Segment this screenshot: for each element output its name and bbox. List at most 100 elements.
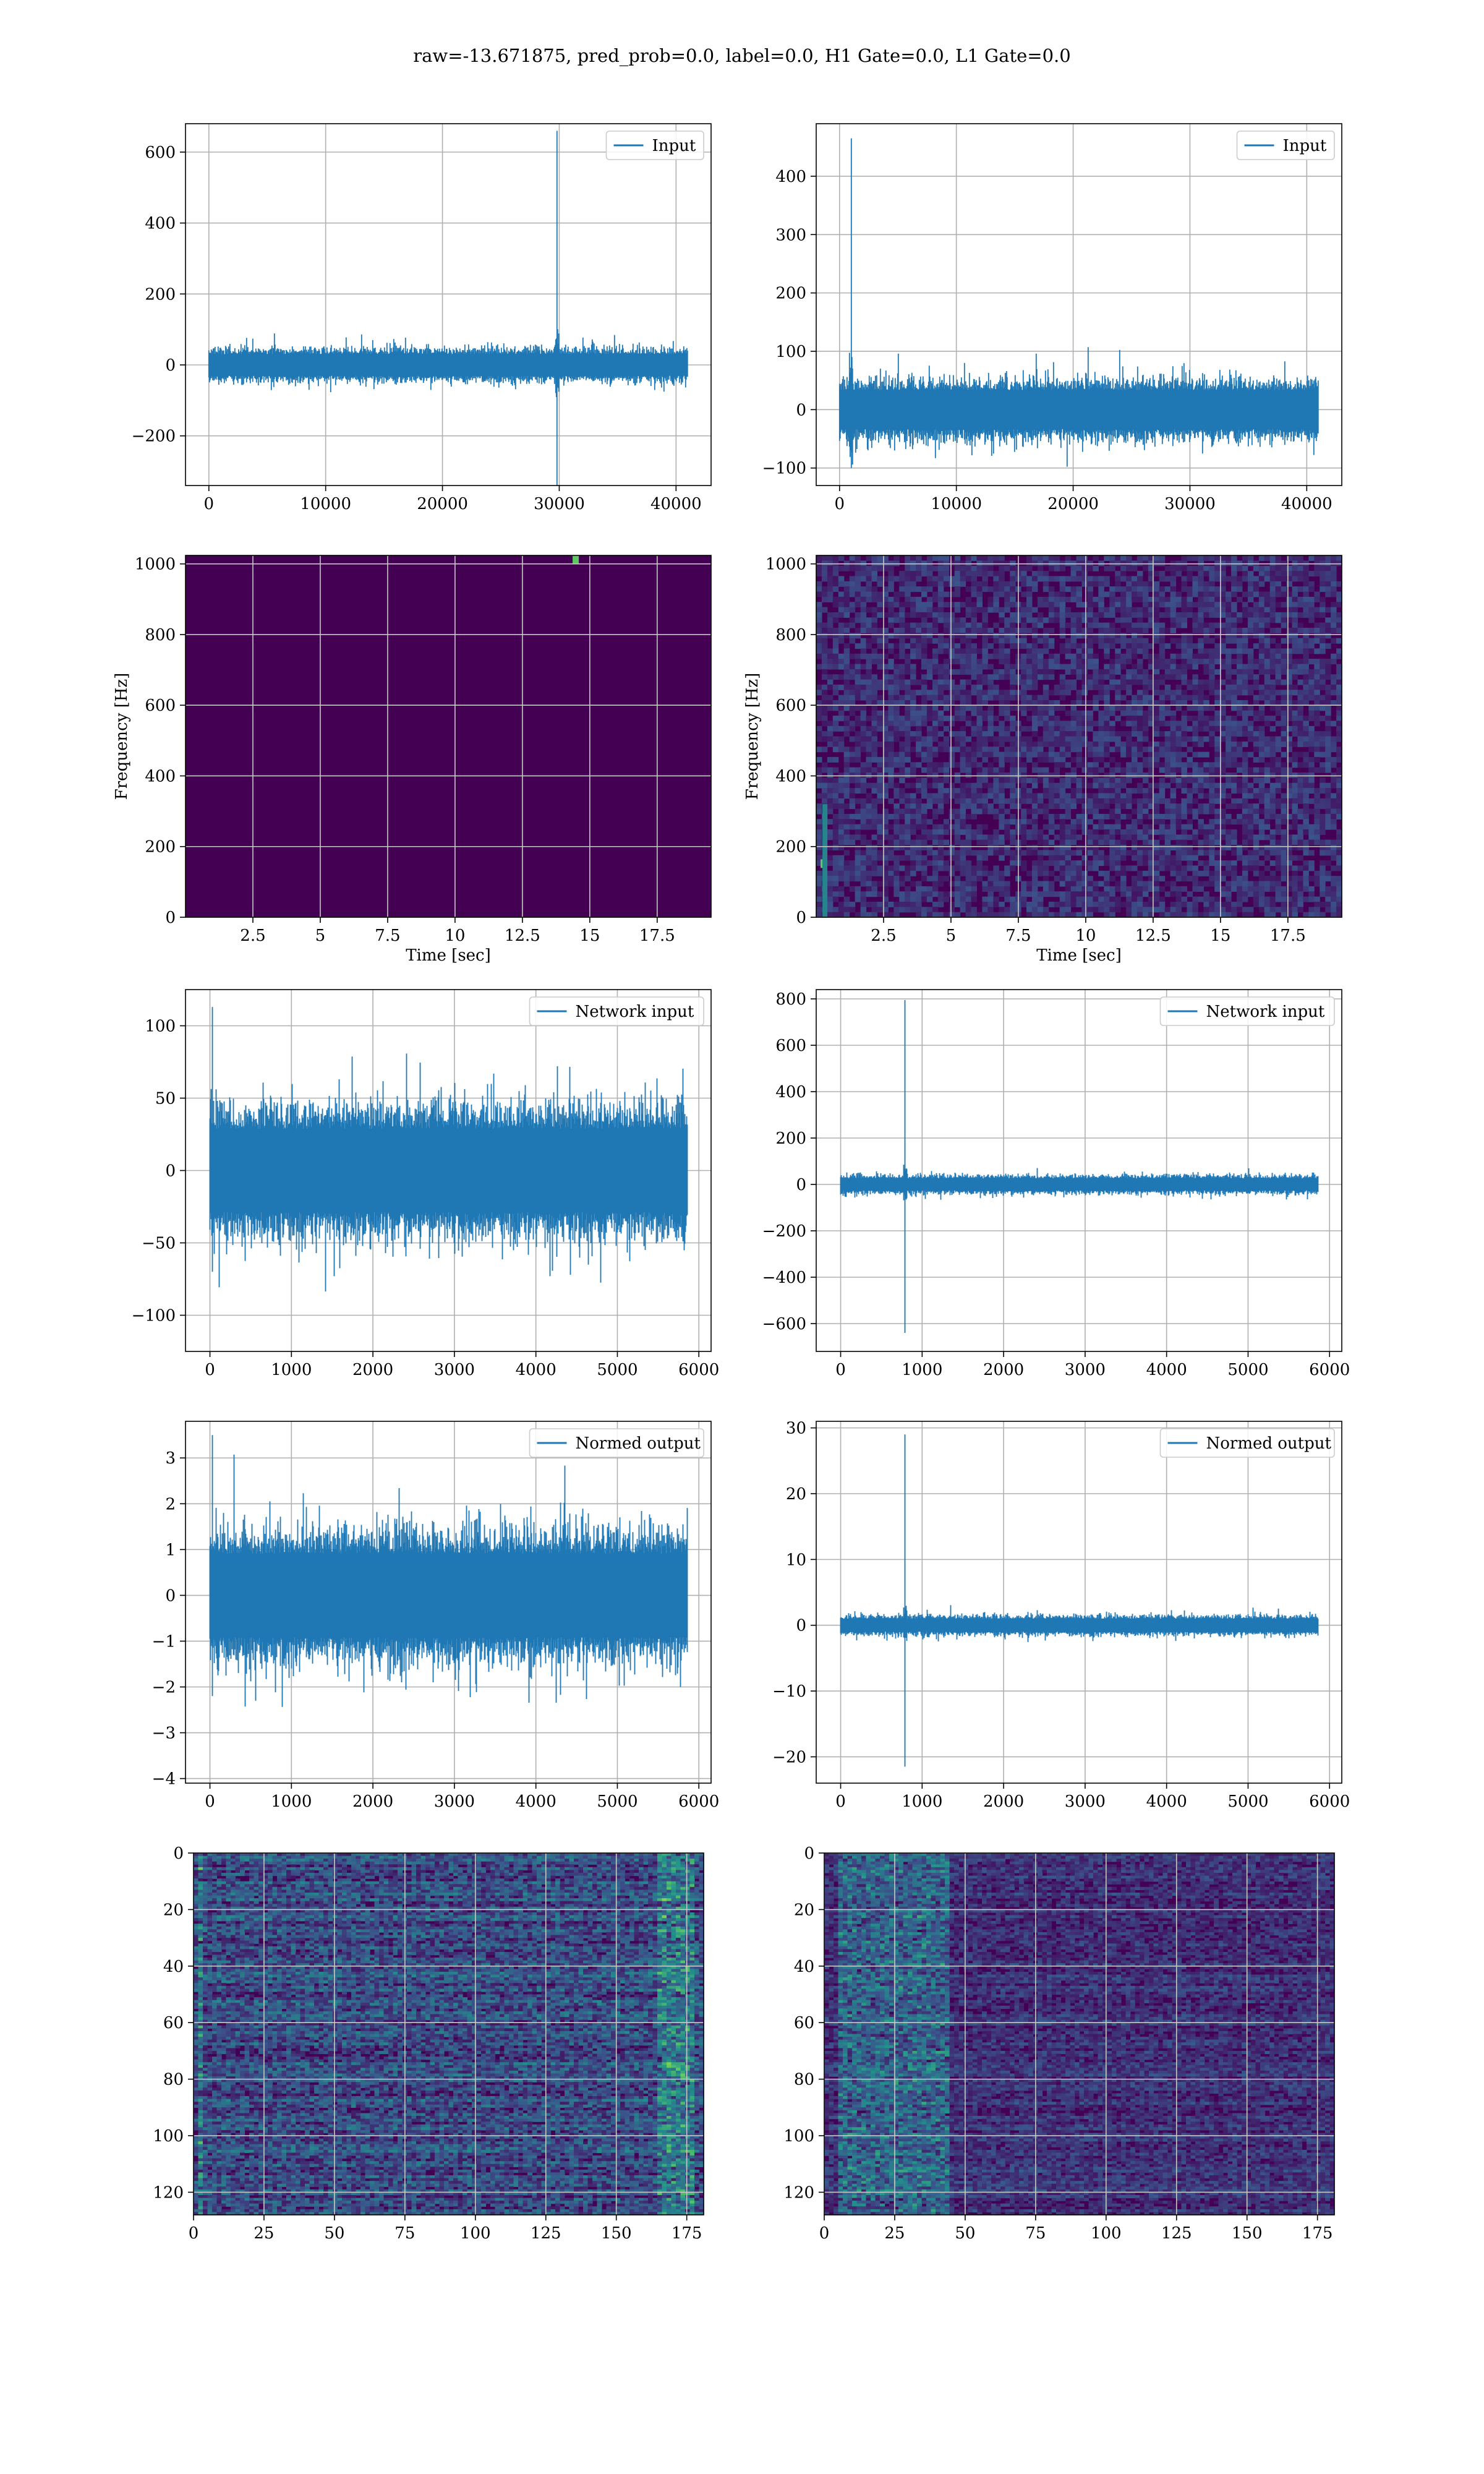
- features-l1-ytick-label-5: 100: [783, 2127, 814, 2146]
- features-h1-ytick-label-4: 80: [163, 2071, 184, 2089]
- network-input-h1-ytick-label-0: −100: [132, 1307, 176, 1325]
- input-l1-ytick-label-3: 200: [775, 285, 806, 303]
- spectrogram-h1-ylabel: Frequency [Hz]: [113, 673, 131, 800]
- input-l1-ytick-label-1: 0: [796, 401, 806, 419]
- features-l1-xtick-label-0: 0: [819, 2224, 830, 2243]
- input-l1-legend-label: Input: [1283, 137, 1327, 155]
- features-l1-xtick-label-1: 25: [884, 2224, 905, 2243]
- features-h1-xtick-label-5: 125: [531, 2224, 561, 2243]
- spectrogram-l1-axes: 2.5 5 7.5 10 12.5 15 17.502004006008001000Time…: [743, 555, 1342, 965]
- spectrogram-h1-xtick-label-0: 2.5: [240, 927, 265, 945]
- spectrogram-l1-ytick-label-5: 1000: [765, 555, 806, 574]
- normed-output-l1-xtick-label-3: 3000: [1065, 1792, 1106, 1811]
- spectrogram-h1-hot-spot-0: [573, 555, 579, 564]
- normed-output-h1-ytick-label-6: 2: [165, 1495, 176, 1513]
- spectrogram-l1-xtick-label-6: 17.5: [1270, 927, 1306, 945]
- network-input-h1-series-core: [210, 1129, 688, 1212]
- network-input-h1-xtick-label-2: 2000: [352, 1361, 393, 1379]
- normed-output-l1-series-core: [841, 1619, 1318, 1632]
- network-input-l1-ytick-label-5: 400: [775, 1083, 806, 1102]
- spectrogram-l1-xlabel: Time [sec]: [1036, 946, 1122, 965]
- spectrogram-l1-xtick-label-2: 7.5: [1005, 927, 1031, 945]
- input-h1-xtick-label-0: 0: [204, 495, 215, 513]
- spectrogram-h1-ytick-label-0: 0: [165, 909, 176, 927]
- normed-output-l1-series-line: [841, 1434, 1318, 1766]
- input-l1-xtick-label-2: 20000: [1047, 495, 1099, 513]
- spectrogram-l1-ytick-label-0: 0: [796, 909, 806, 927]
- features-h1-ytick-label-5: 100: [153, 2127, 184, 2146]
- network-input-l1-xtick-label-1: 1000: [902, 1361, 942, 1379]
- spectrogram-l1-xtick-label-1: 5: [946, 927, 957, 945]
- network-input-h1-xtick-label-6: 6000: [678, 1361, 719, 1379]
- features-l1-ytick-label-0: 0: [804, 1844, 814, 1863]
- normed-output-l1-legend-label: Normed output: [1206, 1434, 1332, 1453]
- spectrogram-h1-xtick-label-6: 17.5: [639, 927, 675, 945]
- input-h1-xtick-label-4: 40000: [650, 495, 702, 513]
- input-h1-frame: [186, 124, 711, 486]
- network-input-l1-ytick-label-7: 800: [775, 990, 806, 1009]
- network-input-h1-legend-label: Network input: [576, 1003, 694, 1021]
- spectrogram-h1-ytick-label-5: 1000: [135, 555, 176, 574]
- figure-suptitle: raw=-13.671875, pred_prob=0.0, label=0.0…: [413, 45, 1070, 67]
- spectrogram-l1-ylabel: Frequency [Hz]: [743, 673, 762, 800]
- input-h1-series-core: [209, 354, 688, 376]
- input-h1-ytick-label-0: −200: [132, 427, 176, 446]
- network-input-l1-ytick-label-4: 200: [775, 1129, 806, 1148]
- network-input-l1-xtick-label-6: 6000: [1309, 1361, 1350, 1379]
- normed-output-h1-xtick-label-0: 0: [205, 1792, 215, 1811]
- network-input-h1-xtick-label-4: 4000: [516, 1361, 556, 1379]
- normed-output-h1-xtick-label-4: 4000: [516, 1792, 556, 1811]
- network-input-l1-ytick-label-2: −200: [762, 1222, 806, 1241]
- spectrogram-h1-xtick-label-4: 12.5: [505, 927, 540, 945]
- input-h1-xtick-label-2: 20000: [417, 495, 468, 513]
- normed-output-h1-xtick-label-6: 6000: [678, 1792, 719, 1811]
- input-l1-ytick-label-4: 300: [775, 226, 806, 244]
- features-h1-xtick-label-7: 175: [672, 2224, 702, 2243]
- spectrogram-l1-xtick-label-3: 10: [1075, 927, 1096, 945]
- spectrogram-l1-ytick-label-2: 400: [775, 767, 806, 785]
- network-input-h1-ytick-label-2: 0: [165, 1162, 176, 1181]
- features-h1-xtick-label-0: 0: [189, 2224, 199, 2243]
- spectrogram-l1-ytick-label-4: 800: [775, 626, 806, 644]
- spectrogram-l1-xtick-label-4: 12.5: [1135, 927, 1171, 945]
- features-h1-ytick-label-2: 40: [163, 1958, 184, 1976]
- features-h1-ytick-label-3: 60: [163, 2014, 184, 2032]
- normed-output-h1-ytick-label-4: 0: [165, 1586, 176, 1605]
- input-h1-ytick-label-4: 600: [145, 143, 176, 162]
- network-input-l1-series-core: [841, 1178, 1318, 1190]
- spectrogram-h1-ytick-label-4: 800: [145, 626, 176, 644]
- network-input-l1-series-line: [841, 1000, 1318, 1333]
- normed-output-l1-xtick-label-2: 2000: [983, 1792, 1024, 1811]
- features-l1-ytick-label-3: 60: [794, 2014, 814, 2032]
- features-h1-ytick-label-1: 20: [163, 1901, 184, 1919]
- normed-output-h1-ytick-label-2: −2: [152, 1678, 176, 1697]
- features-h1-xtick-label-3: 75: [394, 2224, 415, 2243]
- network-input-l1-xtick-label-5: 5000: [1227, 1361, 1268, 1379]
- features-h1-xtick-label-4: 100: [460, 2224, 491, 2243]
- network-input-l1-axes: 0 1000 2000 3000 4000 5000 6000−600−400−200020…: [762, 990, 1350, 1379]
- network-input-l1-legend-label: Network input: [1206, 1003, 1325, 1021]
- features-h1-ytick-label-0: 0: [173, 1844, 184, 1863]
- features-l1-heat-cells: [824, 1853, 1335, 2215]
- normed-output-l1-xtick-label-1: 1000: [902, 1792, 942, 1811]
- normed-output-l1-xtick-label-6: 6000: [1309, 1792, 1350, 1811]
- normed-output-h1-ytick-label-3: −1: [152, 1632, 176, 1651]
- input-h1-xtick-label-3: 30000: [534, 495, 585, 513]
- spectrogram-l1-xtick-label-0: 2.5: [871, 927, 896, 945]
- spectrogram-h1-ytick-label-2: 400: [145, 767, 176, 785]
- network-input-h1-xtick-label-3: 3000: [434, 1361, 475, 1379]
- features-h1-heat-cells: [194, 1853, 704, 2215]
- features-l1-ytick-label-1: 20: [794, 1901, 814, 1919]
- features-l1-xtick-label-3: 75: [1025, 2224, 1046, 2243]
- network-input-l1-xtick-label-0: 0: [835, 1361, 846, 1379]
- features-h1-xtick-label-1: 25: [254, 2224, 274, 2243]
- input-h1-ytick-label-1: 0: [165, 356, 176, 375]
- normed-output-h1-xtick-label-5: 5000: [597, 1792, 638, 1811]
- network-input-l1-ytick-label-1: −400: [762, 1269, 806, 1287]
- features-l1-xtick-label-5: 125: [1161, 2224, 1192, 2243]
- normed-output-h1-legend-label: Normed output: [576, 1434, 701, 1453]
- network-input-h1-xtick-label-0: 0: [205, 1361, 215, 1379]
- features-l1-xtick-label-4: 100: [1091, 2224, 1122, 2243]
